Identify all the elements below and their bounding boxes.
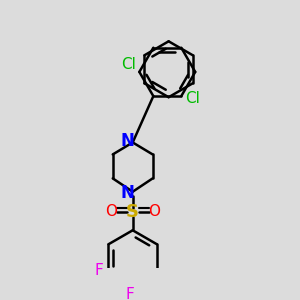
- Text: N: N: [121, 184, 135, 202]
- Text: F: F: [94, 262, 103, 278]
- Text: Cl: Cl: [121, 57, 136, 72]
- Text: S: S: [126, 203, 139, 221]
- Text: O: O: [105, 204, 117, 219]
- Text: Cl: Cl: [185, 91, 200, 106]
- Text: O: O: [148, 204, 160, 219]
- Text: F: F: [125, 287, 134, 300]
- Text: N: N: [121, 132, 135, 150]
